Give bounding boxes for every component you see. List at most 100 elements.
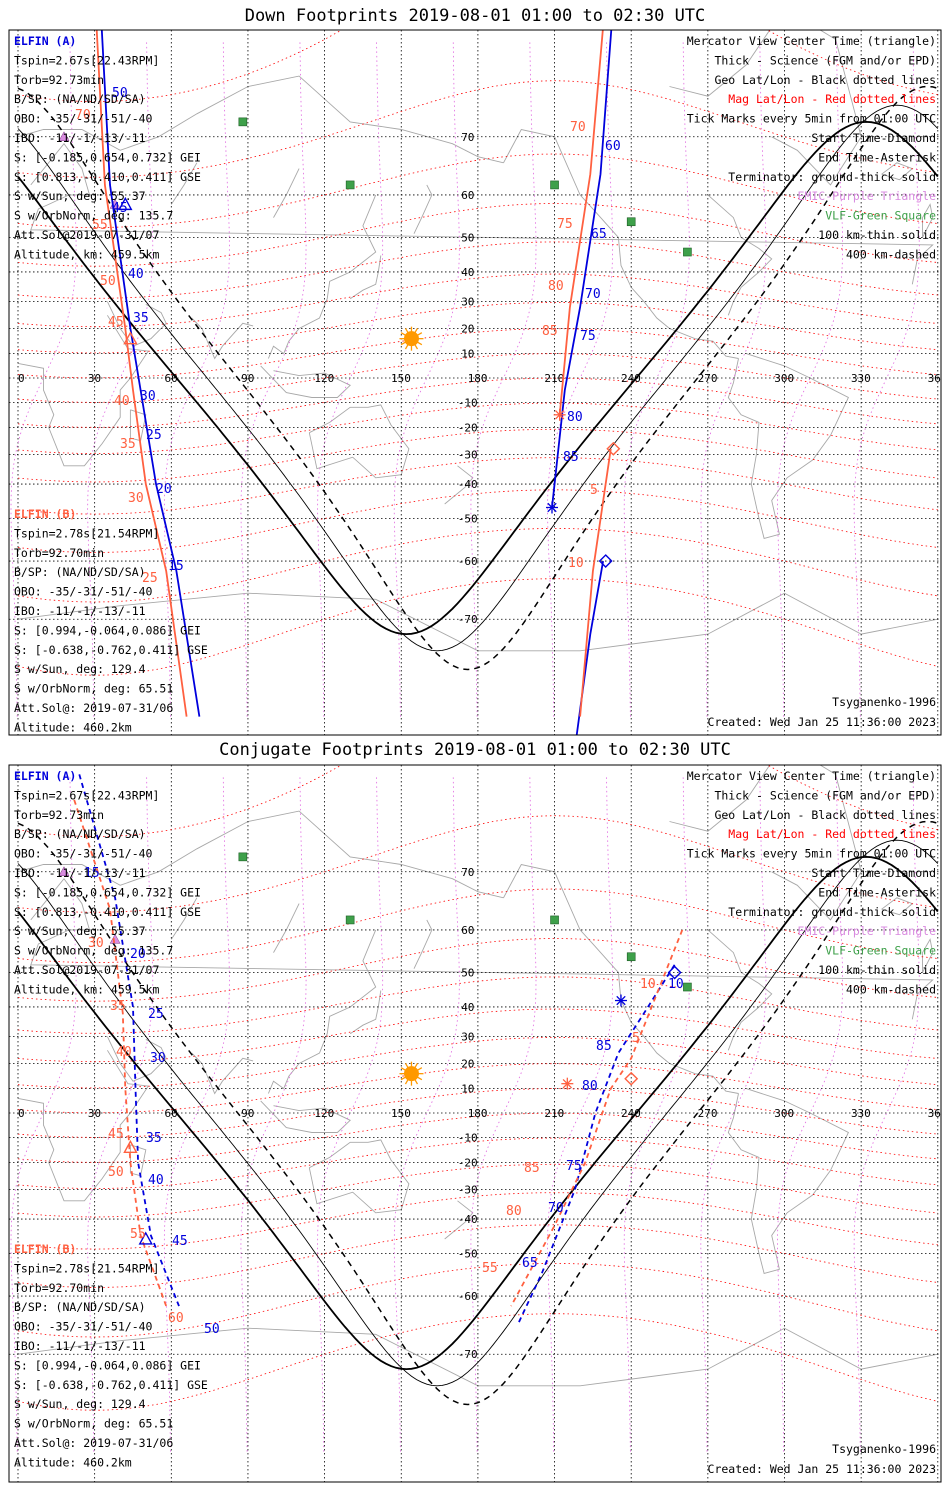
coastline	[106, 1036, 167, 1082]
coastlines	[17, 765, 938, 1387]
info-line: IBO: -11/-1/-13/-11	[14, 866, 146, 880]
lat-tick-label: 70	[461, 131, 474, 144]
elfin-b-tick-label: 55	[130, 1227, 146, 1242]
info-line: S: [-0.185,0.654,0.732] GEI	[14, 885, 201, 899]
vlf-station-square	[238, 852, 248, 862]
info-line: S w/OrbNorm, deg: 135.7	[14, 209, 173, 223]
elfin-b-name: ELFIN (B)	[14, 507, 76, 521]
center-time-triangle	[123, 331, 138, 345]
info-line: Att.Sol@: 2019-07-31/06	[14, 1436, 173, 1450]
elfin-b-tick-label: 85	[542, 324, 558, 339]
mag-meridian	[777, 774, 843, 1452]
center-time-triangle	[118, 196, 133, 211]
elfin-b-tick-label: 55	[92, 218, 108, 233]
coastline	[707, 929, 773, 1051]
elfin-b-tick-label: 45	[108, 1127, 124, 1142]
lon-tick-label: 120	[314, 372, 334, 385]
info-line: Tspin=2.67s[22.43RPM]	[14, 53, 159, 67]
elfin-b-tick-label: 80	[548, 279, 564, 294]
legend-line: Mag Lat/Lon - Red dotted lines	[728, 92, 936, 106]
lon-tick-label: 180	[468, 1107, 488, 1120]
info-line: Tspin=2.78s[21.54RPM]	[14, 1261, 159, 1275]
lon-tick-label: 300	[774, 1107, 794, 1120]
elfin-a-tick-label: 20	[156, 482, 172, 497]
terminator-400km	[17, 820, 938, 1406]
coastline	[707, 194, 773, 316]
legend-line: EMIC-Purple Triangle	[798, 924, 937, 938]
lon-tick-label: 210	[544, 372, 564, 385]
geo-grid	[9, 765, 941, 1482]
info-line: S w/Sun, deg: 55.37	[14, 924, 146, 938]
coastline	[503, 863, 739, 1094]
lat-tick-label: -70	[458, 613, 478, 626]
elfin-a-tick-label: 80	[567, 410, 583, 425]
mag-meridian	[623, 39, 690, 717]
coastline	[170, 897, 198, 940]
lat-tick-label: 40	[461, 266, 474, 279]
lon-tick-label: 360	[928, 372, 948, 385]
elfin-b-tick-label: 35	[120, 437, 136, 452]
elfin-b-tick-label: 50	[108, 1165, 124, 1180]
elfin-a-tick-label: 15	[84, 866, 100, 881]
coastline	[669, 30, 862, 186]
info-line: IBO: -11/-1/-13/-11	[14, 1339, 146, 1353]
mag-meridian	[470, 774, 537, 1452]
mag-meridian	[317, 774, 384, 1452]
mag-parallel	[17, 1037, 938, 1089]
elfin-a-tick-label: 10	[668, 977, 684, 992]
mag-parallel	[17, 302, 938, 354]
sun-icon	[399, 326, 424, 351]
terminator-ground	[17, 855, 939, 1371]
emic-station-triangle	[109, 933, 121, 944]
info-line: Altitude: 460.2km	[14, 720, 132, 734]
coastline	[727, 1088, 849, 1274]
terminator-100km	[17, 839, 939, 1387]
elfin-a-tick-label: 40	[128, 267, 144, 282]
lat-tick-label: -20	[458, 422, 478, 435]
elfin-b-track-left	[73, 799, 168, 1307]
lat-tick-label: 40	[461, 1001, 474, 1014]
mag-parallel	[17, 457, 938, 515]
vlf-station-square	[626, 952, 636, 962]
lon-tick-label: 330	[851, 1107, 871, 1120]
lat-tick-label: 60	[461, 189, 474, 202]
coastline	[922, 938, 934, 973]
elfin-a-tick-label: 15	[168, 559, 184, 574]
elfin-a-tick-label: 50	[204, 1322, 220, 1337]
lon-tick-label: 0	[18, 1107, 25, 1120]
lat-tick-label: -60	[458, 1290, 478, 1303]
elfin-b-tick-label: 50	[100, 274, 116, 289]
map-frame	[8, 29, 942, 736]
elfin-a-tick-label: 45	[112, 201, 128, 216]
mag-parallel	[17, 888, 938, 963]
legend-line: End Time-Asterisk	[818, 150, 936, 164]
elfin-a-tick-label: 20	[130, 947, 146, 962]
lon-tick-label: 30	[88, 1107, 101, 1120]
legend-line: Geo Lat/Lon - Black dotted lines	[714, 808, 936, 822]
mag-meridian	[10, 774, 77, 1452]
elfin-a-name: ELFIN (A)	[14, 34, 76, 48]
coastline	[17, 1050, 150, 1202]
coastline	[30, 142, 934, 285]
center-time-triangle	[123, 1139, 138, 1154]
elfin-b-tick-label: 40	[116, 1045, 132, 1060]
coastline	[273, 903, 300, 953]
mag-meridian	[240, 39, 307, 717]
mag-parallel	[17, 1008, 938, 1063]
model-label: Tsyganenko-1996	[832, 1442, 936, 1456]
vlf-station-square	[683, 247, 692, 257]
map-frame	[8, 764, 942, 1483]
elfin-b-tick-label: 85	[524, 1161, 540, 1176]
lat-tick-label: -20	[458, 1157, 478, 1170]
coastline	[922, 203, 934, 238]
lat-tick-label: -70	[458, 1348, 478, 1361]
coastline	[17, 592, 938, 652]
legend-line: VLF-Green Square	[825, 944, 936, 958]
coastline	[669, 765, 862, 921]
mag-meridian	[393, 774, 460, 1452]
info-line: Altitude, km: 459.5km	[14, 247, 159, 261]
elfin-a-tick-label: 35	[133, 311, 149, 326]
info-line: OBO: -35/-31/-51/-40	[14, 585, 153, 599]
legend-line: Mag Lat/Lon - Red dotted lines	[728, 827, 936, 841]
